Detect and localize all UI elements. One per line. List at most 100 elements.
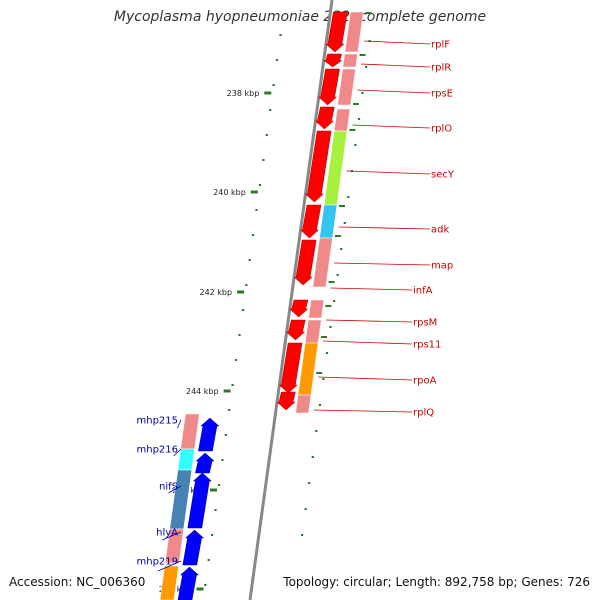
gene-leader-line — [346, 171, 430, 174]
genome-map: 238 kbp240 kbp242 kbp244 kbp246 kbp248 k… — [0, 0, 600, 600]
forward-gene-label: infA — [413, 286, 433, 297]
scale-dot — [252, 234, 254, 236]
gene-leader-line — [357, 90, 430, 93]
gene-leader-line — [361, 64, 430, 67]
scale-tick — [197, 588, 204, 591]
reverse-gene-cog-bar — [178, 449, 195, 470]
scale-tick — [210, 489, 217, 492]
scale-dot — [337, 274, 339, 276]
scale-tick — [264, 92, 271, 95]
scale-tick — [365, 12, 371, 14]
forward-gene-cog-bar — [345, 12, 364, 52]
scale-dot — [228, 409, 230, 411]
scale-label: 240 kbp — [213, 188, 246, 197]
forward-gene-label: rpoA — [413, 376, 437, 387]
scale-dot — [214, 509, 216, 511]
forward-gene-cog-bar — [309, 300, 325, 318]
reverse-gene-label: mhp216 — [136, 445, 178, 456]
scale-dot — [329, 326, 331, 328]
forward-gene-label: rpsE — [431, 89, 453, 100]
scale-tick — [353, 103, 359, 105]
gene-leader-line — [318, 377, 412, 380]
forward-gene-cog-bar — [343, 54, 358, 67]
forward-gene-arrow — [277, 392, 295, 410]
forward-gene-label: rplF — [431, 40, 450, 51]
scale-dot — [315, 430, 317, 432]
scale-tick — [321, 336, 327, 338]
reverse-gene-arrow — [178, 567, 199, 600]
scale-tick — [224, 390, 231, 393]
scale-dot — [322, 378, 324, 380]
gene-leader-line — [323, 341, 412, 344]
forward-gene-label: rps11 — [413, 340, 441, 351]
scale-dot — [361, 92, 363, 94]
forward-gene-cog-bar — [313, 238, 333, 287]
scale-dot — [242, 309, 244, 311]
gene-leader-line — [326, 320, 412, 322]
scale-dot — [266, 134, 268, 136]
scale-dot — [347, 196, 349, 198]
scale-tick — [237, 291, 244, 294]
scale-label: 244 kbp — [186, 387, 219, 396]
forward-gene-label: secY — [431, 170, 455, 181]
forward-gene-label: map — [431, 261, 453, 272]
gene-leader-line — [353, 125, 430, 128]
gene-leader-line — [364, 41, 430, 44]
scale-label: 238 kbp — [227, 89, 260, 98]
scale-dot — [276, 59, 278, 61]
genome-summary-text: Topology: circular; Length: 892,758 bp; … — [283, 575, 590, 589]
reverse-gene-arrow — [183, 530, 204, 565]
gene-leader-line — [339, 227, 430, 229]
scale-dot — [249, 259, 251, 261]
scale-dot — [279, 34, 281, 36]
scale-dot — [301, 534, 303, 536]
scale-tick — [316, 372, 322, 374]
scale-dot — [326, 352, 328, 354]
scale-dot — [305, 508, 307, 510]
forward-gene-cog-bar — [320, 205, 338, 238]
reverse-gene-label: mhp219 — [136, 557, 178, 568]
forward-gene-label: adk — [431, 225, 449, 236]
gene-leader-line — [330, 288, 412, 290]
scale-dot — [204, 584, 206, 586]
scale-dot — [208, 559, 210, 561]
forward-gene-cog-bar — [296, 395, 311, 413]
scale-dot — [235, 359, 237, 361]
scale-dot — [344, 222, 346, 224]
scale-dot — [238, 334, 240, 336]
scale-dot — [225, 434, 227, 436]
scale-dot — [245, 284, 247, 286]
forward-gene-label: rplQ — [413, 408, 434, 419]
scale-dot — [221, 459, 223, 461]
scale-dot — [218, 484, 220, 486]
reverse-strand-genes: mhp215mhp216nifShlyAmhp219 — [136, 414, 218, 600]
scale-dot — [232, 384, 234, 386]
reverse-gene-label: nifS — [159, 482, 178, 493]
forward-gene-label: rplR — [431, 63, 451, 74]
reverse-gene-label: mhp215 — [136, 416, 178, 427]
gene-leader-line — [314, 410, 412, 412]
forward-gene-arrow — [324, 54, 342, 67]
scale-dot — [262, 159, 264, 161]
scale-dot — [308, 482, 310, 484]
scale-tick — [335, 235, 341, 237]
scale-tick — [339, 205, 345, 207]
scale-tick — [251, 191, 258, 194]
reverse-gene-arrow — [198, 418, 219, 451]
forward-gene-cog-bar — [305, 320, 321, 343]
gene-leader-line — [178, 420, 182, 428]
scale-tick — [360, 54, 366, 56]
reverse-gene-cog-bar — [181, 414, 200, 449]
scale-dot — [269, 109, 271, 111]
scale-dot — [340, 248, 342, 250]
scale-dot — [259, 184, 261, 186]
accession-text: Accession: NC_006360 — [9, 575, 145, 589]
scale-dot — [354, 144, 356, 146]
forward-gene-label: rplO — [431, 124, 452, 135]
forward-gene-cog-bar — [338, 69, 356, 105]
scale-dot — [312, 456, 314, 458]
reverse-gene-arrow — [188, 473, 212, 528]
forward-gene-arrow — [290, 300, 308, 317]
scale-tick — [325, 305, 331, 307]
reverse-gene-cog-bar — [160, 566, 179, 600]
